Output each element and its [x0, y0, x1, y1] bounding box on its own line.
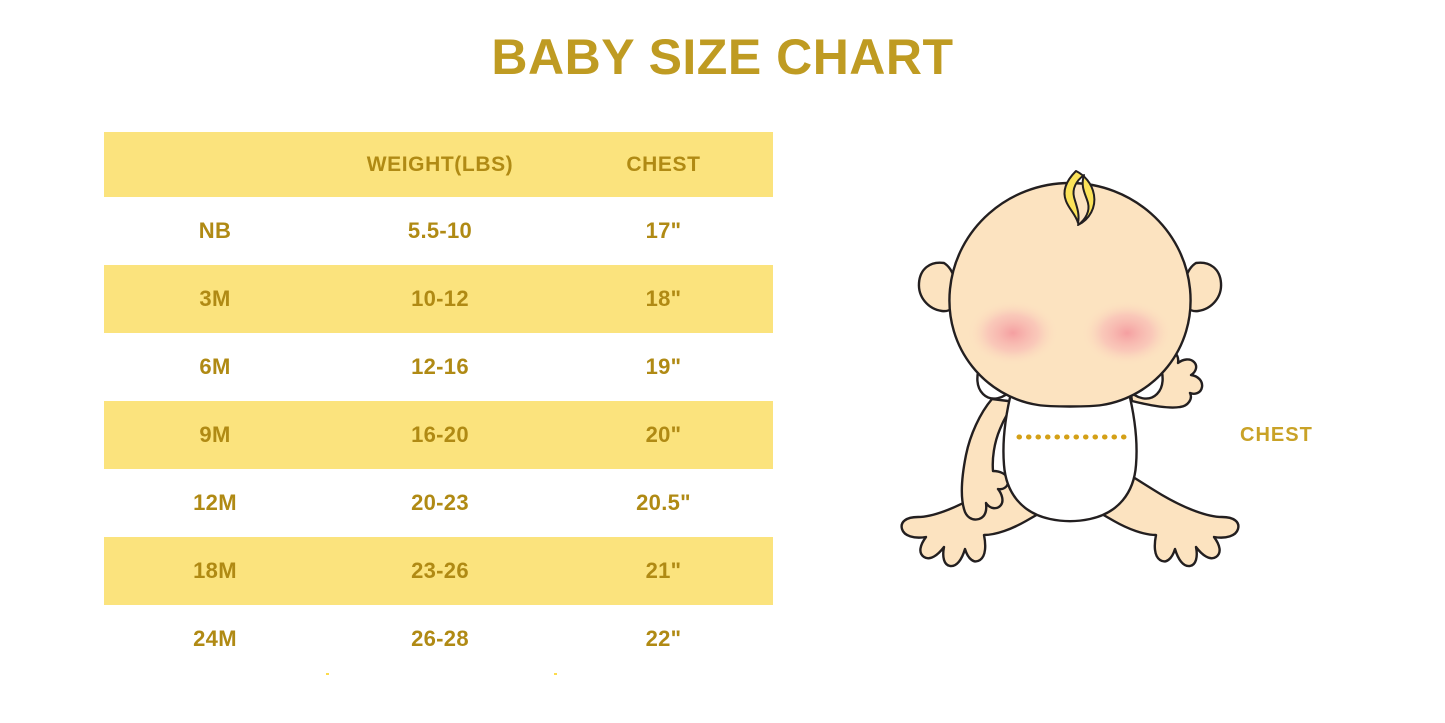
cell-chest: 20" — [645, 422, 682, 447]
table-row: NB 5.5-10 17" — [104, 197, 773, 265]
page-title: BABY SIZE CHART — [491, 29, 954, 85]
cell-weight: 26-28 — [411, 626, 469, 651]
cell-chest: 22" — [645, 626, 682, 651]
cell-chest: 18" — [645, 286, 682, 311]
left-arm — [960, 397, 1018, 521]
size-table: WEIGHT(LBS) CHEST NB 5.5-10 17" 3M 10-12… — [104, 132, 773, 675]
cell-weight: 5.5-10 — [407, 218, 473, 243]
cell-chest: 20.5" — [636, 490, 691, 515]
cell-size: 3M — [199, 286, 231, 311]
chest-label: CHEST — [1240, 424, 1313, 446]
cell-size: 6M — [199, 354, 231, 379]
cell-size: 24M — [193, 626, 237, 651]
cell-size: 12M — [193, 490, 237, 515]
cell-size: 18M — [193, 558, 237, 583]
table-row: 3M 10-12 18" — [104, 265, 773, 333]
cell-size: NB — [198, 218, 232, 243]
cell-chest: 19" — [645, 354, 682, 379]
right-cheek — [1081, 300, 1173, 366]
table-row: 18M 23-26 21" — [104, 537, 773, 605]
cell-weight: 23-26 — [411, 558, 469, 583]
table-row: 12M 20-23 20.5" — [104, 469, 773, 537]
cell-weight: 16-20 — [411, 422, 469, 447]
cell-weight: 10-12 — [411, 286, 469, 311]
cell-weight: 12-16 — [411, 354, 469, 379]
baby-illustration — [900, 170, 1240, 568]
left-cheek — [967, 300, 1059, 366]
hair-curl — [1063, 170, 1096, 226]
table-row: 6M 12-16 19" — [104, 333, 773, 401]
table-header-row: WEIGHT(LBS) CHEST — [104, 132, 773, 197]
cell-chest: 17" — [645, 218, 682, 243]
table-row: 24M 26-28 22" — [104, 605, 773, 673]
column-header-chest: CHEST — [626, 152, 701, 176]
cell-weight: 20-23 — [411, 490, 469, 515]
table-row: 9M 16-20 20" — [104, 401, 773, 469]
cell-chest: 21" — [645, 558, 682, 583]
cell-size: 9M — [199, 422, 231, 447]
baby-head — [948, 181, 1192, 408]
column-header-weight: WEIGHT(LBS) — [366, 152, 514, 176]
